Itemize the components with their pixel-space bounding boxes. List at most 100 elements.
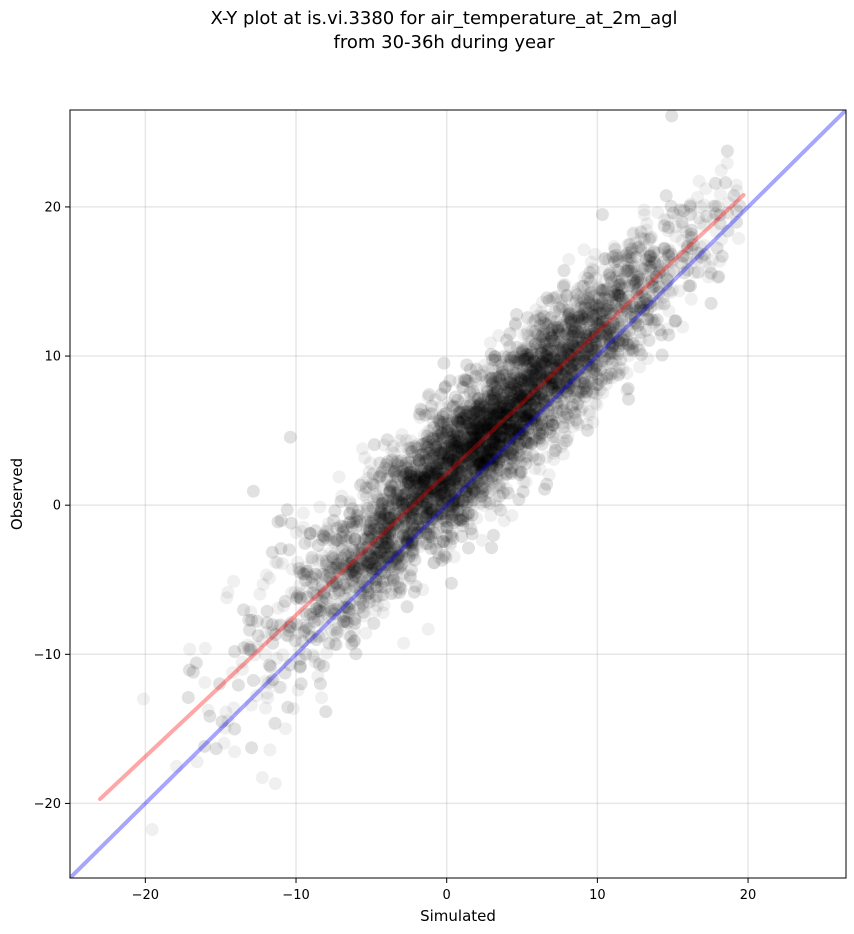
scatter-point bbox=[547, 326, 561, 340]
scatter-point bbox=[245, 741, 259, 755]
scatter-point bbox=[478, 389, 492, 403]
scatter-point bbox=[501, 439, 515, 453]
scatter-point bbox=[518, 399, 532, 413]
scatter-point bbox=[406, 533, 420, 547]
scatter-point bbox=[599, 302, 613, 316]
scatter-point bbox=[368, 578, 382, 592]
scatter-point bbox=[637, 203, 651, 217]
scatter-point bbox=[560, 386, 574, 400]
scatter-point bbox=[532, 434, 546, 448]
scatter-point bbox=[390, 486, 404, 500]
scatter-point bbox=[403, 445, 417, 459]
scatter-point bbox=[414, 493, 427, 507]
scatter-point bbox=[390, 494, 404, 508]
scatter-point bbox=[421, 477, 435, 491]
scatter-point bbox=[425, 511, 439, 524]
scatter-point bbox=[331, 561, 345, 575]
scatter-point bbox=[515, 373, 529, 387]
scatter-point bbox=[294, 677, 308, 691]
scatter-point bbox=[441, 427, 455, 441]
scatter-point bbox=[309, 597, 323, 611]
scatter-point bbox=[339, 592, 353, 605]
scatter-point bbox=[634, 231, 648, 245]
scatter-point bbox=[576, 332, 590, 346]
scatter-point bbox=[519, 396, 533, 410]
scatter-point bbox=[636, 284, 649, 298]
scatter-point bbox=[420, 471, 434, 485]
scatter-point bbox=[706, 199, 720, 213]
scatter-point bbox=[459, 426, 473, 440]
scatter-point bbox=[401, 442, 415, 456]
scatter-point bbox=[572, 392, 586, 406]
scatter-point bbox=[587, 298, 600, 312]
scatter-point bbox=[470, 381, 484, 395]
scatter-point bbox=[501, 407, 515, 421]
scatter-point bbox=[396, 469, 410, 483]
scatter-point bbox=[528, 383, 541, 397]
scatter-point bbox=[282, 620, 296, 634]
scatter-point bbox=[359, 564, 373, 578]
scatter-point bbox=[564, 362, 578, 376]
scatter-point bbox=[512, 418, 526, 432]
scatter-point bbox=[372, 503, 386, 517]
scatter-point bbox=[324, 623, 338, 637]
scatter-point bbox=[550, 364, 564, 378]
scatter-point bbox=[647, 316, 661, 330]
scatter-point bbox=[319, 705, 333, 719]
scatter-point bbox=[521, 390, 535, 403]
scatter-point bbox=[485, 541, 499, 555]
scatter-point bbox=[377, 554, 391, 568]
scatter-point bbox=[437, 466, 451, 480]
scatter-point bbox=[476, 481, 490, 495]
scatter-point bbox=[483, 403, 497, 417]
scatter-point bbox=[356, 585, 370, 599]
scatter-point bbox=[625, 242, 639, 256]
scatter-point bbox=[378, 536, 392, 550]
scatter-point bbox=[505, 442, 519, 456]
scatter-point bbox=[361, 531, 375, 545]
scatter-point bbox=[488, 494, 502, 508]
scatter-point bbox=[447, 427, 461, 441]
scatter-point bbox=[419, 510, 433, 524]
scatter-point bbox=[434, 400, 448, 413]
scatter-point bbox=[263, 743, 277, 757]
scatter-point bbox=[413, 472, 427, 486]
scatter-point bbox=[492, 451, 506, 465]
scatter-point bbox=[145, 823, 159, 836]
scatter-point bbox=[502, 397, 515, 411]
scatter-point bbox=[198, 641, 212, 655]
scatter-point bbox=[501, 406, 515, 420]
scatter-point bbox=[327, 579, 340, 593]
scatter-point bbox=[281, 700, 295, 714]
scatter-point bbox=[561, 357, 575, 370]
scatter-point bbox=[455, 449, 469, 463]
scatter-point bbox=[541, 377, 555, 391]
scatter-point bbox=[479, 452, 493, 466]
scatter-point bbox=[397, 636, 411, 650]
scatter-point bbox=[480, 420, 494, 434]
scatter-point bbox=[450, 425, 464, 439]
scatter-point bbox=[432, 496, 446, 510]
scatter-point bbox=[355, 476, 369, 490]
scatter-point bbox=[407, 502, 421, 516]
scatter-point bbox=[463, 440, 477, 454]
scatter-point bbox=[466, 422, 480, 436]
scatter-point bbox=[578, 312, 592, 326]
scatter-point bbox=[524, 421, 538, 435]
scatter-point bbox=[444, 456, 458, 470]
scatter-point bbox=[404, 509, 418, 523]
scatter-point bbox=[621, 265, 634, 279]
scatter-point bbox=[268, 777, 282, 791]
scatter-point bbox=[343, 507, 357, 521]
scatter-point bbox=[557, 380, 571, 394]
scatter-point bbox=[545, 382, 559, 396]
scatter-point bbox=[341, 594, 355, 608]
scatter-point bbox=[367, 493, 381, 507]
scatter-point bbox=[561, 348, 575, 361]
scatter-point bbox=[457, 415, 471, 429]
scatter-point bbox=[534, 340, 548, 354]
scatter-point bbox=[374, 512, 388, 526]
scatter-point bbox=[605, 341, 619, 355]
scatter-point bbox=[507, 377, 521, 391]
scatter-point bbox=[434, 457, 448, 470]
